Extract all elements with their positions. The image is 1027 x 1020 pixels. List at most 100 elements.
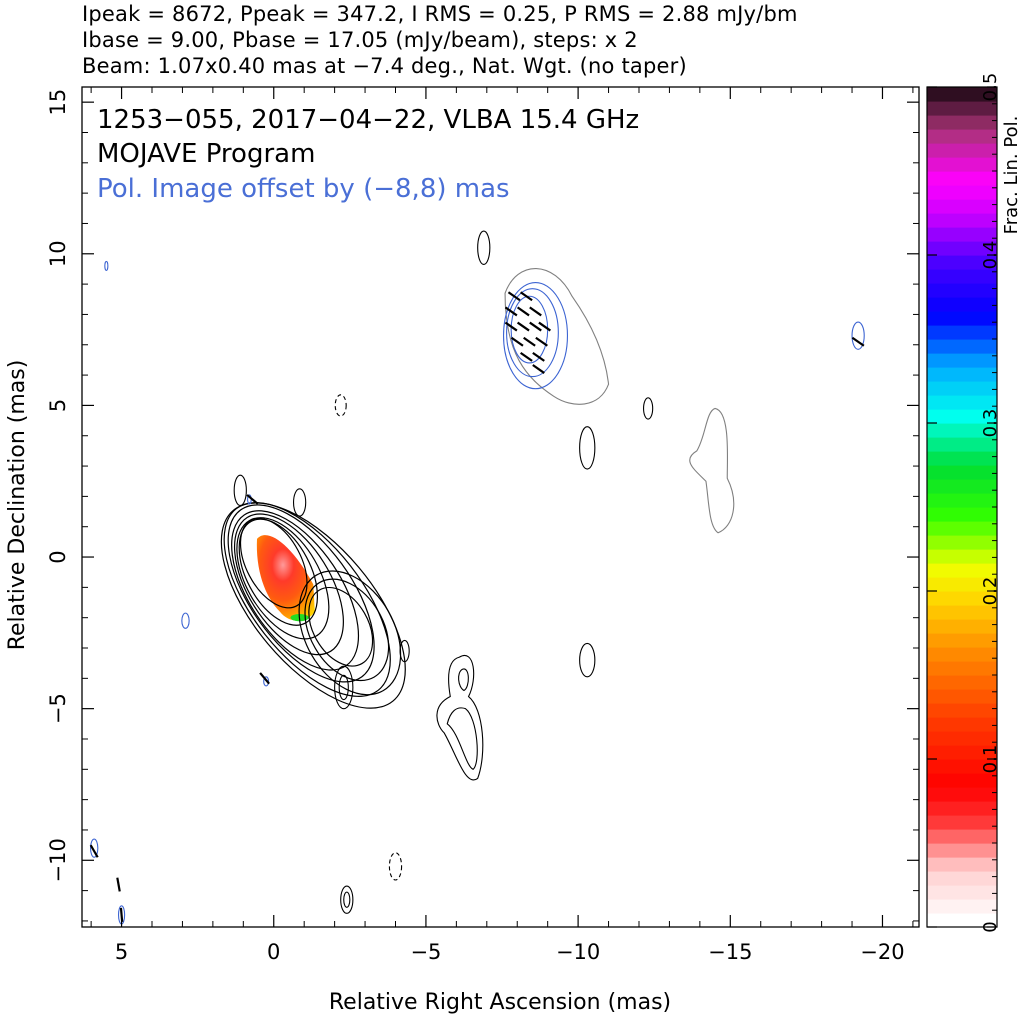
colorbar-band [927,843,997,858]
negative-contour [334,394,347,417]
colorbar-band [927,675,997,690]
e-component-contour [689,407,735,534]
negative-contour [388,852,403,881]
colorbar-band [927,745,997,760]
colorbar-band [927,507,997,522]
axis-tick-labels: 5 0 −5 −10 −15 −20 −10 −5 0 5 10 15 [46,89,905,964]
colorbar-band [927,185,997,200]
colorbar-band [927,157,997,172]
x-tick-label: −20 [860,940,904,964]
colorbar-tick-label: 0.4 [980,241,1001,270]
jet-contour [399,639,410,663]
colorbar-band [927,269,997,284]
jet-contour [338,674,349,701]
core-contour [236,517,330,640]
faint-contour [292,488,307,517]
jet-bulge-contour [298,570,402,696]
jet-contour [643,397,654,420]
jet-contour [340,885,354,914]
colorbar-band [927,479,997,494]
pol-contour [506,288,559,378]
colorbar-band [927,913,997,928]
core-contour [220,502,406,709]
evpa-vector [535,336,548,347]
colorbar-band [927,283,997,298]
pol-contour [104,260,109,272]
pol-offset-note: Pol. Image offset by (−8,8) mas [97,174,510,204]
jet-contour [477,230,491,265]
colorbar-band [927,633,997,648]
colorbar-band [927,577,997,592]
colorbar-band [927,129,997,144]
y-tick-label: −5 [46,693,70,724]
core-contours [220,502,406,709]
colorbar-tick-label: 0 [980,921,1001,932]
jet-knot-inner-contour [446,707,478,770]
colorbar-band [927,255,997,270]
colorbar-band [927,311,997,326]
y-axis-label: Relative Declination (mas) [5,360,30,651]
evpa-vector [89,844,99,858]
plot-title-line-2: MOJAVE Program [97,139,315,169]
colorbar-band [927,787,997,802]
x-tick-label: −5 [410,940,441,964]
axis-ticks [82,87,919,927]
x-tick-label: −15 [708,940,752,964]
colorbar-tick-label: 0.2 [980,577,1001,606]
colorbar-band [927,619,997,634]
colorbar-band [927,199,997,214]
colorbar-band [927,171,997,186]
y-tick-label: 5 [46,399,70,412]
evpa-vector [532,364,545,374]
jet-contour [233,474,247,507]
jet-bulge-contour [308,586,374,667]
colorbar-band [927,353,997,368]
colorbar-band [927,213,997,228]
jet-knot-inner-contour [458,668,469,692]
colorbar-band [927,801,997,816]
evpa-vector [538,321,551,332]
colorbar-band [927,101,997,116]
colorbar-band [927,899,997,914]
colorbar-band [927,563,997,578]
colorbar-band [927,87,997,102]
y-tick-label: 10 [46,240,70,267]
colorbar-band [927,381,997,396]
jet-bulge-contour [304,578,390,682]
colorbar-band [927,241,997,256]
colorbar-tick-label: 0.5 [980,73,1001,102]
x-tick-label: 0 [267,940,280,964]
colorbar-band [927,549,997,564]
colorbar-band [927,325,997,340]
colorbar-band [927,885,997,900]
header-line-1: Ipeak = 8672, Ppeak = 347.2, I RMS = 0.2… [82,2,798,26]
colorbar-band [927,689,997,704]
jet-contour [343,891,351,908]
evpa-vector [520,351,533,362]
evpa-vector [529,321,542,332]
y-tick-label: 15 [46,89,70,116]
y-tick-label: −10 [46,838,70,882]
colorbar-band [927,395,997,410]
evpa-vector [510,336,524,347]
pol-contour [851,321,865,350]
faint-contours [292,268,735,534]
colorbar-band [927,227,997,242]
colorbar-band [927,871,997,886]
colorbar-band [927,773,997,788]
evpa-vector [529,306,542,317]
colorbar-band [927,339,997,354]
evpa-vector [516,321,530,332]
jet-contour [579,642,596,678]
evpa-vector [516,306,530,317]
colorbar-band [927,815,997,830]
header-line-2: Ibase = 9.00, Pbase = 17.05 (mJy/beam), … [82,28,638,52]
colorbar-band [927,493,997,508]
evpa-vector [507,291,521,302]
colorbar-band [927,857,997,872]
pol-contour [181,612,190,629]
colorbar-band [927,143,997,158]
colorbar-band [927,731,997,746]
